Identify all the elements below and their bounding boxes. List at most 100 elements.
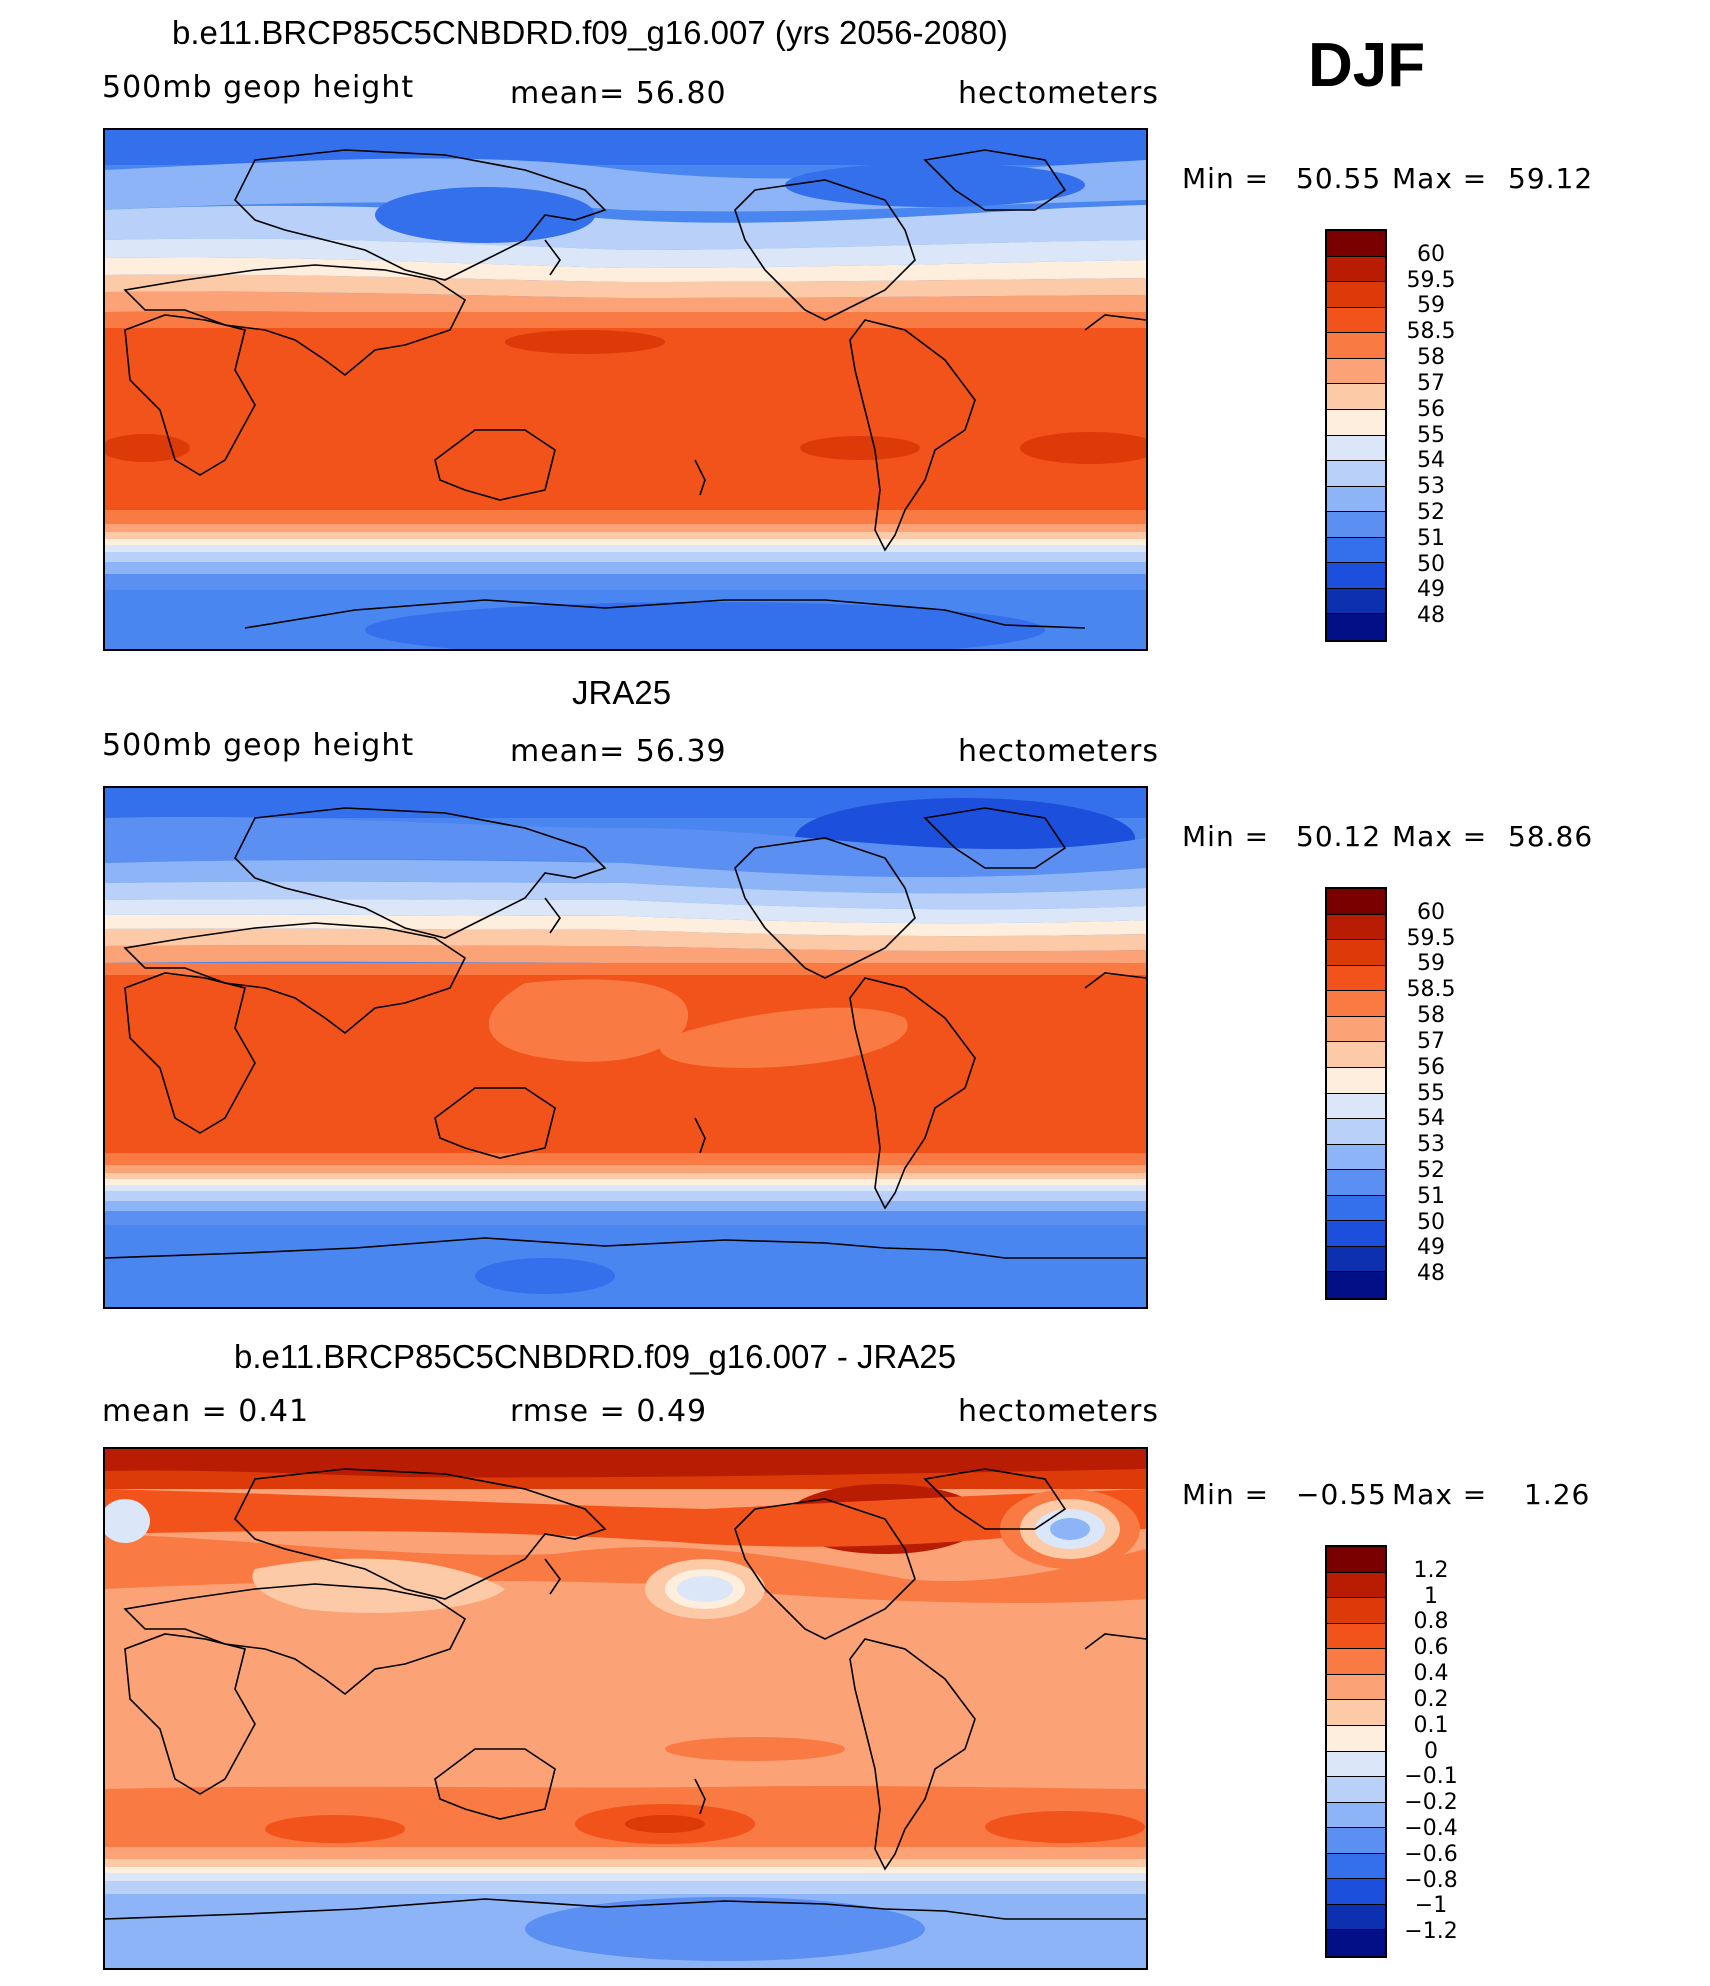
colorbar-swatch bbox=[1327, 1144, 1385, 1171]
colorbar-tick-label: 49 bbox=[1417, 1235, 1445, 1261]
colorbar-tick-label: 0.4 bbox=[1413, 1661, 1449, 1687]
panel-2-colorbar bbox=[1325, 887, 1387, 1300]
colorbar-swatch bbox=[1327, 1547, 1385, 1573]
colorbar-tick-label: 0 bbox=[1424, 1738, 1438, 1764]
panel-1-max-label: Max = bbox=[1392, 162, 1488, 195]
panel-2-variable-label: 500mb geop height bbox=[102, 728, 415, 763]
colorbar-swatch bbox=[1327, 1879, 1385, 1905]
colorbar-swatch bbox=[1327, 1067, 1385, 1094]
panel-3-contour-field bbox=[105, 1449, 1146, 1968]
panel-2-max-value: 58.86 bbox=[1508, 820, 1594, 853]
colorbar-tick-label: −0.6 bbox=[1404, 1841, 1458, 1867]
panel-2-title: JRA25 bbox=[572, 674, 672, 711]
panel-2-min-value: 50.12 bbox=[1296, 820, 1382, 853]
colorbar-swatch bbox=[1327, 1828, 1385, 1854]
colorbar-tick-label: −0.8 bbox=[1404, 1867, 1458, 1893]
colorbar-swatch bbox=[1327, 486, 1385, 513]
colorbar-swatch bbox=[1327, 1623, 1385, 1650]
colorbar-tick-label: −0.2 bbox=[1404, 1790, 1458, 1816]
colorbar-tick-label: 58.5 bbox=[1406, 319, 1456, 345]
colorbar-swatch bbox=[1327, 614, 1385, 640]
colorbar-swatch bbox=[1327, 1751, 1385, 1778]
colorbar-tick-label: 58 bbox=[1417, 1003, 1445, 1029]
colorbar-tick-label: 56 bbox=[1417, 1054, 1445, 1080]
panel-1-colorbar bbox=[1325, 229, 1387, 642]
colorbar-tick-label: 48 bbox=[1417, 603, 1445, 629]
colorbar-swatch bbox=[1327, 409, 1385, 436]
panel-1-units-label: hectometers bbox=[958, 76, 1159, 111]
colorbar-tick-label: −0.4 bbox=[1404, 1815, 1458, 1841]
colorbar-swatch bbox=[1327, 1221, 1385, 1247]
colorbar-swatch bbox=[1327, 1802, 1385, 1829]
colorbar-tick-label: 58.5 bbox=[1406, 977, 1456, 1003]
panel-3-mean-label: mean = 0.41 bbox=[102, 1394, 310, 1429]
colorbar-swatch bbox=[1327, 512, 1385, 538]
colorbar-tick-label: 51 bbox=[1417, 1183, 1445, 1209]
colorbar-swatch bbox=[1327, 1195, 1385, 1222]
colorbar-tick-label: −1.2 bbox=[1404, 1919, 1458, 1945]
panel-3-colorbar bbox=[1325, 1545, 1387, 1958]
colorbar-swatch bbox=[1327, 1246, 1385, 1273]
season-label: DJF bbox=[1308, 31, 1426, 100]
colorbar-swatch bbox=[1327, 965, 1385, 992]
colorbar-swatch bbox=[1327, 1272, 1385, 1298]
colorbar-tick-label: 0.2 bbox=[1413, 1686, 1449, 1712]
colorbar-swatch bbox=[1327, 914, 1385, 941]
colorbar-tick-label: 50 bbox=[1417, 551, 1445, 577]
colorbar-tick-label: −1 bbox=[1414, 1893, 1448, 1919]
colorbar-swatch bbox=[1327, 358, 1385, 385]
panel-3-units-label: hectometers bbox=[958, 1394, 1159, 1429]
colorbar-tick-label: 50 bbox=[1417, 1209, 1445, 1235]
colorbar-tick-label: 57 bbox=[1417, 370, 1445, 396]
colorbar-tick-label: 51 bbox=[1417, 525, 1445, 551]
colorbar-tick-label: 0.6 bbox=[1413, 1635, 1449, 1661]
colorbar-tick-label: 59 bbox=[1417, 293, 1445, 319]
panel-3-rmse-label: rmse = 0.49 bbox=[510, 1394, 708, 1429]
colorbar-swatch bbox=[1327, 588, 1385, 615]
colorbar-tick-label: 52 bbox=[1417, 499, 1445, 525]
colorbar-tick-label: 59.5 bbox=[1406, 267, 1456, 293]
panel-1-max-value: 59.12 bbox=[1508, 162, 1594, 195]
colorbar-swatch bbox=[1327, 940, 1385, 966]
panel-1-contour-field bbox=[105, 130, 1146, 649]
colorbar-tick-label: 58 bbox=[1417, 345, 1445, 371]
colorbar-tick-label: 1 bbox=[1424, 1583, 1438, 1609]
colorbar-swatch bbox=[1327, 282, 1385, 308]
colorbar-swatch bbox=[1327, 1853, 1385, 1880]
colorbar-tick-label: 54 bbox=[1417, 448, 1445, 474]
colorbar-tick-label: 54 bbox=[1417, 1106, 1445, 1132]
colorbar-swatch bbox=[1327, 537, 1385, 564]
colorbar-tick-label: 0.1 bbox=[1413, 1712, 1449, 1738]
colorbar-swatch bbox=[1327, 231, 1385, 257]
colorbar-tick-label: 49 bbox=[1417, 577, 1445, 603]
colorbar-tick-label: 55 bbox=[1417, 1080, 1445, 1106]
colorbar-tick-label: 60 bbox=[1417, 241, 1445, 267]
colorbar-tick-label: 48 bbox=[1417, 1261, 1445, 1287]
colorbar-swatch bbox=[1327, 563, 1385, 589]
colorbar-swatch bbox=[1327, 1170, 1385, 1196]
colorbar-swatch bbox=[1327, 461, 1385, 487]
panel-3-min-label: Min = bbox=[1182, 1478, 1270, 1511]
colorbar-swatch bbox=[1327, 889, 1385, 915]
colorbar-swatch bbox=[1327, 435, 1385, 462]
panel-1-map bbox=[103, 128, 1148, 651]
panel-2-max-label: Max = bbox=[1392, 820, 1488, 853]
panel-2-units-label: hectometers bbox=[958, 734, 1159, 769]
colorbar-swatch bbox=[1327, 1700, 1385, 1726]
colorbar-swatch bbox=[1327, 256, 1385, 283]
colorbar-swatch bbox=[1327, 1725, 1385, 1752]
panel-3-min-value: −0.55 bbox=[1296, 1478, 1387, 1511]
colorbar-swatch bbox=[1327, 1119, 1385, 1145]
colorbar-tick-label: −0.1 bbox=[1404, 1764, 1458, 1790]
panel-1-min-label: Min = bbox=[1182, 162, 1270, 195]
colorbar-tick-label: 1.2 bbox=[1413, 1557, 1449, 1583]
colorbar-swatch bbox=[1327, 1016, 1385, 1043]
colorbar-swatch bbox=[1327, 307, 1385, 334]
panel-3-title: b.e11.BRCP85C5CNBDRD.f09_g16.007 - JRA25 bbox=[234, 1338, 957, 1375]
panel-3-max-value: 1.26 bbox=[1524, 1478, 1591, 1511]
colorbar-tick-label: 53 bbox=[1417, 474, 1445, 500]
panel-3-max-label: Max = bbox=[1392, 1478, 1488, 1511]
colorbar-swatch bbox=[1327, 1572, 1385, 1599]
colorbar-swatch bbox=[1327, 1674, 1385, 1701]
colorbar-tick-label: 57 bbox=[1417, 1028, 1445, 1054]
